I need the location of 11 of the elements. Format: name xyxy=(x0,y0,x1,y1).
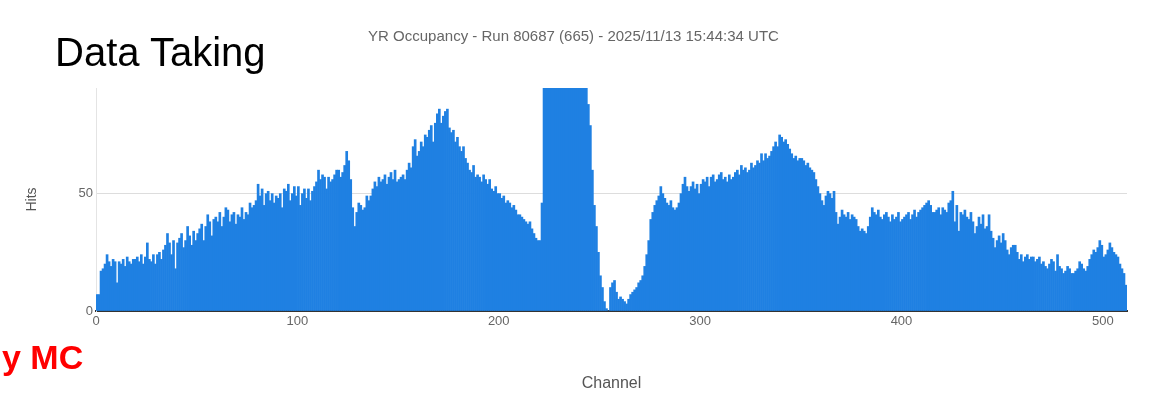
y-axis-title: Hits xyxy=(23,187,40,212)
x-axis-title: Channel xyxy=(581,373,642,391)
y-tick-label: 50 xyxy=(78,185,93,201)
x-tick-label: 100 xyxy=(286,313,309,329)
text: Data Taking xyxy=(55,30,266,75)
x-tick-label: 200 xyxy=(487,313,510,329)
x-tick-label: 500 xyxy=(1091,313,1114,329)
chart-title: YR Occupancy - Run 80687 (665) - 2025/11/13 15:44:34 UTC xyxy=(368,27,780,45)
x-tick-label: 300 xyxy=(689,313,711,329)
x-tick-label: 400 xyxy=(890,313,913,329)
text: y MC xyxy=(2,338,84,377)
